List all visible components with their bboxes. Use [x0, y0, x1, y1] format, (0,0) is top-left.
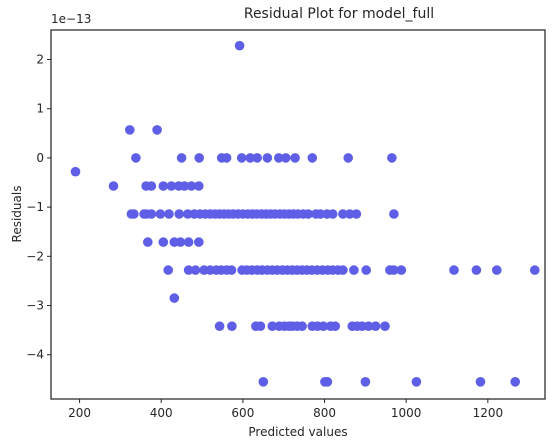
data-point — [155, 209, 166, 219]
y-tick-label: −2 — [26, 249, 44, 263]
data-point — [475, 377, 486, 387]
data-point — [194, 237, 204, 247]
data-point — [303, 209, 314, 219]
plot-frame — [50, 29, 546, 400]
data-point — [471, 265, 482, 275]
data-point — [262, 153, 273, 163]
data-point — [252, 153, 262, 163]
data-point — [234, 40, 245, 51]
data-point — [322, 377, 333, 387]
data-point — [297, 321, 307, 332]
data-point — [143, 237, 153, 247]
data-point — [345, 209, 355, 219]
x-tick-label: 800 — [313, 406, 336, 420]
data-point — [370, 321, 381, 332]
x-axis-ticks: 200 400 600 800 1000 1200 — [68, 399, 503, 420]
data-point — [307, 153, 318, 163]
data-point — [179, 181, 190, 191]
data-point — [411, 377, 422, 387]
data-point — [245, 153, 255, 163]
data-point — [186, 181, 197, 191]
data-point — [169, 293, 180, 303]
data-point — [380, 321, 390, 332]
x-tick-label: 1200 — [473, 406, 504, 420]
data-point — [158, 237, 169, 247]
data-point — [389, 209, 399, 219]
data-point — [492, 265, 502, 275]
data-point — [166, 181, 177, 191]
data-point — [125, 125, 135, 135]
data-point — [214, 321, 225, 332]
x-tick-label: 1000 — [391, 406, 422, 420]
data-point — [396, 265, 407, 275]
data-point — [236, 153, 247, 163]
data-point — [152, 125, 162, 135]
data-point — [389, 265, 399, 275]
data-point — [338, 265, 348, 275]
y-tick-label: 1 — [36, 102, 44, 116]
data-point — [349, 265, 359, 275]
y-tick-label: −4 — [26, 348, 44, 362]
data-point — [146, 209, 157, 219]
chart-title: Residual Plot for model_full — [244, 6, 434, 22]
data-point — [131, 153, 141, 163]
data-point — [183, 265, 194, 275]
data-point — [343, 153, 354, 163]
data-point — [146, 181, 157, 191]
data-point — [163, 265, 173, 275]
data-point — [176, 153, 187, 163]
data-point — [267, 321, 278, 332]
scatter-points — [70, 40, 540, 387]
data-point — [174, 209, 184, 219]
data-point — [449, 265, 459, 275]
data-point — [361, 265, 372, 275]
data-point — [318, 321, 329, 332]
x-tick-label: 600 — [231, 406, 254, 420]
data-point — [281, 153, 291, 163]
data-point — [226, 265, 237, 275]
data-point — [387, 153, 397, 163]
data-point — [330, 321, 341, 332]
data-point — [108, 181, 119, 191]
data-point — [164, 209, 174, 219]
data-point — [227, 321, 237, 332]
y-tick-label: 2 — [36, 53, 44, 67]
data-point — [510, 377, 520, 387]
data-point — [530, 265, 540, 275]
data-point — [255, 321, 266, 332]
y-axis-label: Residuals — [10, 186, 24, 243]
data-point — [290, 153, 300, 163]
data-point — [258, 377, 269, 387]
y-axis-ticks: −4 −3 −2 −1 0 1 2 — [26, 53, 51, 362]
data-point — [338, 209, 348, 219]
data-point — [221, 153, 232, 163]
y-tick-label: −1 — [26, 200, 44, 214]
y-scale-label: 1e−13 — [51, 12, 91, 26]
data-point — [274, 153, 284, 163]
data-point — [183, 237, 194, 247]
data-point — [360, 377, 371, 387]
x-tick-label: 400 — [150, 406, 173, 420]
x-axis-label: Predicted values — [248, 425, 347, 439]
data-point — [194, 153, 204, 163]
data-point — [190, 265, 201, 275]
data-point — [129, 209, 139, 219]
data-point — [327, 209, 338, 219]
x-tick-label: 200 — [68, 406, 91, 420]
data-point — [158, 181, 169, 191]
y-tick-label: −3 — [26, 299, 44, 313]
y-tick-label: 0 — [36, 151, 44, 165]
data-point — [363, 321, 374, 332]
data-point — [351, 209, 362, 219]
data-point — [175, 237, 186, 247]
data-point — [70, 166, 81, 177]
data-point — [194, 181, 204, 191]
